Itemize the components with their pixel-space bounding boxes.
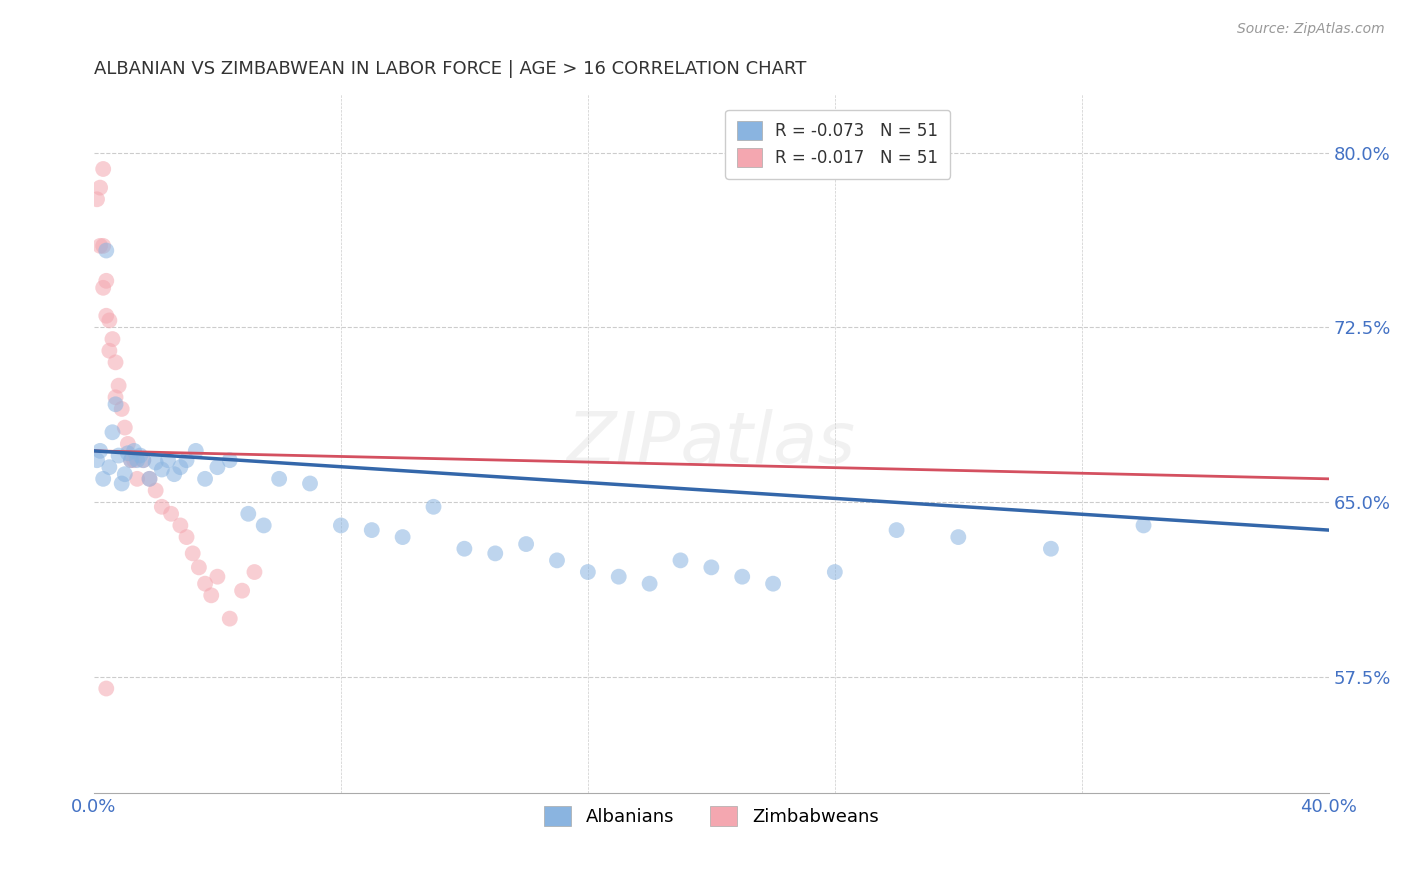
Point bbox=[253, 518, 276, 533]
Point bbox=[138, 472, 160, 486]
Point bbox=[145, 456, 167, 470]
Point bbox=[98, 460, 121, 475]
Point bbox=[243, 565, 266, 579]
Point bbox=[107, 378, 129, 392]
Point bbox=[120, 453, 142, 467]
Point bbox=[269, 472, 291, 486]
Point bbox=[138, 472, 160, 486]
Point bbox=[150, 462, 173, 476]
Point bbox=[187, 560, 209, 574]
Point bbox=[1039, 541, 1062, 556]
Point bbox=[104, 390, 127, 404]
Point bbox=[176, 453, 198, 467]
Point bbox=[89, 239, 111, 253]
Point bbox=[169, 518, 191, 533]
Point bbox=[145, 483, 167, 498]
Point bbox=[86, 453, 108, 467]
Point bbox=[669, 553, 692, 567]
Point bbox=[114, 467, 136, 482]
Point bbox=[299, 476, 322, 491]
Point bbox=[132, 453, 155, 467]
Point bbox=[207, 570, 229, 584]
Point bbox=[132, 453, 155, 467]
Point bbox=[176, 530, 198, 544]
Point bbox=[117, 437, 139, 451]
Point bbox=[96, 244, 118, 258]
Point bbox=[122, 443, 145, 458]
Point bbox=[360, 523, 382, 537]
Point bbox=[546, 553, 568, 567]
Point bbox=[104, 355, 127, 369]
Point bbox=[231, 583, 253, 598]
Point bbox=[638, 576, 661, 591]
Point bbox=[91, 472, 114, 486]
Point bbox=[576, 565, 599, 579]
Point bbox=[117, 446, 139, 460]
Point bbox=[120, 453, 142, 467]
Point bbox=[127, 453, 149, 467]
Point bbox=[163, 467, 186, 482]
Point bbox=[194, 472, 217, 486]
Point bbox=[150, 500, 173, 514]
Point bbox=[107, 449, 129, 463]
Point bbox=[111, 401, 134, 416]
Point bbox=[948, 530, 970, 544]
Point bbox=[391, 530, 413, 544]
Text: ZIPatlas: ZIPatlas bbox=[567, 409, 856, 478]
Point bbox=[96, 274, 118, 288]
Point bbox=[98, 343, 121, 358]
Point bbox=[101, 425, 124, 440]
Point bbox=[238, 507, 260, 521]
Point bbox=[127, 472, 149, 486]
Point bbox=[96, 309, 118, 323]
Point bbox=[184, 443, 207, 458]
Text: Source: ZipAtlas.com: Source: ZipAtlas.com bbox=[1237, 22, 1385, 37]
Point bbox=[515, 537, 537, 551]
Point bbox=[886, 523, 908, 537]
Point bbox=[96, 681, 118, 696]
Point bbox=[129, 449, 152, 463]
Point bbox=[169, 460, 191, 475]
Point bbox=[91, 281, 114, 295]
Point bbox=[762, 576, 785, 591]
Point bbox=[89, 180, 111, 194]
Point bbox=[453, 541, 475, 556]
Point bbox=[200, 588, 222, 602]
Point bbox=[824, 565, 846, 579]
Text: ALBANIAN VS ZIMBABWEAN IN LABOR FORCE | AGE > 16 CORRELATION CHART: ALBANIAN VS ZIMBABWEAN IN LABOR FORCE | … bbox=[94, 60, 806, 78]
Point bbox=[122, 453, 145, 467]
Point bbox=[91, 161, 114, 176]
Point bbox=[218, 453, 240, 467]
Point bbox=[157, 453, 180, 467]
Point bbox=[422, 500, 444, 514]
Point bbox=[607, 570, 630, 584]
Point bbox=[101, 332, 124, 346]
Point bbox=[700, 560, 723, 574]
Point bbox=[484, 546, 506, 560]
Point bbox=[207, 460, 229, 475]
Point bbox=[86, 192, 108, 206]
Point bbox=[114, 420, 136, 434]
Point bbox=[1132, 518, 1154, 533]
Point bbox=[160, 507, 183, 521]
Point bbox=[91, 239, 114, 253]
Legend: Albanians, Zimbabweans: Albanians, Zimbabweans bbox=[537, 799, 886, 833]
Point bbox=[194, 576, 217, 591]
Point bbox=[111, 476, 134, 491]
Point bbox=[218, 612, 240, 626]
Point bbox=[329, 518, 352, 533]
Point bbox=[104, 397, 127, 411]
Point bbox=[89, 443, 111, 458]
Point bbox=[181, 546, 204, 560]
Point bbox=[98, 313, 121, 327]
Point bbox=[731, 570, 754, 584]
